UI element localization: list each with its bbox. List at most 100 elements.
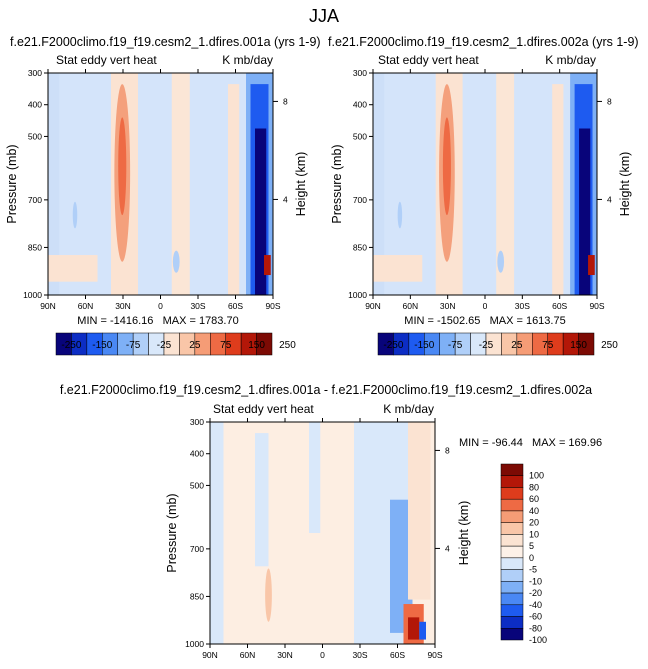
- y-tick-label: 850: [190, 591, 204, 601]
- field-warm-band-sh: [496, 73, 515, 295]
- colorbar-swatch: [500, 475, 524, 488]
- y-tick-label: 700: [28, 195, 42, 205]
- field-cool-mid: [255, 433, 269, 567]
- colorbar-label: 250: [279, 340, 296, 351]
- colorbar-label: -150: [92, 340, 112, 351]
- panel-3-stats: MIN = -96.44 MAX = 169.96: [459, 437, 602, 449]
- colorbar-label: 75: [220, 340, 232, 351]
- y2-tick-label: 8: [607, 96, 612, 106]
- panel-2-right-label: K mb/day: [545, 53, 596, 67]
- field-blue-dot-2: [72, 201, 78, 229]
- colorbar-label: -60: [529, 612, 542, 622]
- colorbar-label: -250: [383, 340, 403, 351]
- panel-1-stats: MIN = -1416.16 MAX = 1783.70: [77, 315, 238, 327]
- x-tick-label: 0: [483, 301, 488, 311]
- colorbar-label: -250: [61, 340, 81, 351]
- field-cold-3: [579, 128, 591, 295]
- colorbar-label: -5: [529, 565, 537, 575]
- panel-3-title: f.e21.F2000climo.f19_f19.cesm2_1.dfires.…: [60, 383, 592, 397]
- field-cool-sh-2: [390, 499, 413, 633]
- panel-3: f.e21.F2000climo.f19_f19.cesm2_1.dfires.…: [60, 383, 602, 660]
- field-band-left: [373, 73, 385, 295]
- colorbar-swatch: [500, 498, 524, 512]
- field-blue-dot-2: [397, 201, 403, 229]
- colorbar-label: 25: [511, 340, 523, 351]
- x-tick-label: 30N: [277, 650, 293, 660]
- y-tick-label: 700: [353, 195, 367, 205]
- colorbar-label: 150: [248, 340, 265, 351]
- panel-3-y2label: Height (km): [457, 501, 471, 566]
- colorbar-swatch: [500, 463, 524, 476]
- colorbar-swatch: [500, 569, 524, 582]
- panel-3-left-label: Stat eddy vert heat: [213, 402, 314, 416]
- y2-tick-label: 8: [445, 445, 450, 455]
- field-lower-warm: [48, 255, 98, 282]
- colorbar-1: -250 -150 -75 -25 25 75 150 250: [55, 332, 296, 356]
- panel-1-field: [48, 73, 273, 295]
- panel-3-ylabel: Pressure (mb): [165, 493, 179, 572]
- panel-2-stats: MIN = -1502.65 MAX = 1613.75: [404, 315, 565, 327]
- field-warm-inner-nh: [442, 117, 451, 216]
- x-tick-label: 60N: [78, 301, 94, 311]
- x-tick-label: 90N: [365, 301, 381, 311]
- panel-1-ylabel: Pressure (mb): [5, 144, 19, 223]
- y-tick-label: 400: [353, 100, 367, 110]
- x-tick-label: 60N: [240, 650, 256, 660]
- field-blue-dot: [497, 250, 505, 273]
- y-tick-label: 1000: [348, 290, 367, 300]
- colorbar-label: 5: [529, 541, 534, 551]
- colorbar-label: -10: [529, 576, 542, 586]
- x-tick-label: 30S: [515, 301, 530, 311]
- figure-title: JJA: [309, 6, 339, 26]
- field-band-left: [48, 73, 60, 295]
- y2-tick-label: 4: [283, 194, 288, 204]
- panel-1: f.e21.F2000climo.f19_f19.cesm2_1.dfires.…: [5, 35, 321, 327]
- colorbar-2: -250 -150 -75 -25 25 75 150 250: [377, 332, 618, 356]
- panel-1-title: f.e21.F2000climo.f19_f19.cesm2_1.dfires.…: [10, 35, 321, 49]
- colorbar-label: 100: [529, 471, 544, 481]
- colorbar-label: -20: [529, 588, 542, 598]
- x-tick-label: 60S: [228, 301, 243, 311]
- panel-3-right-label: K mb/day: [383, 402, 434, 416]
- colorbar-label: -25: [157, 340, 172, 351]
- field-warm-band-sh: [171, 73, 190, 295]
- panel-2-ticks: 90N 60N 30N 0 30S 60S 90S 300 400 500 700 850 1000 8 4: [348, 68, 612, 311]
- colorbar-swatch: [500, 581, 524, 594]
- field-lower-warm: [373, 255, 423, 282]
- field-warm-band-mid: [228, 84, 240, 295]
- colorbar-label: 25: [189, 340, 201, 351]
- colorbar-label: -80: [529, 623, 542, 633]
- field-cool-mid-2: [309, 422, 321, 533]
- x-tick-label: 30S: [352, 650, 367, 660]
- panel-1-y2label: Height (km): [294, 152, 308, 217]
- y-tick-label: 700: [190, 544, 204, 554]
- panel-1-right-label: K mb/day: [222, 53, 273, 67]
- field-warm-inner-nh: [118, 117, 127, 216]
- colorbar-swatch: [500, 534, 524, 547]
- x-tick-label: 90S: [265, 301, 280, 311]
- colorbar-swatch: [500, 592, 524, 606]
- x-tick-label: 60N: [403, 301, 419, 311]
- x-tick-label: 30N: [440, 301, 456, 311]
- panel-2-title: f.e21.F2000climo.f19_f19.cesm2_1.dfires.…: [328, 35, 639, 49]
- field-hot-core: [408, 617, 420, 640]
- colorbar-label: -75: [448, 340, 463, 351]
- y-tick-label: 400: [190, 449, 204, 459]
- x-tick-label: 60S: [390, 650, 405, 660]
- panel-2: f.e21.F2000climo.f19_f19.cesm2_1.dfires.…: [328, 35, 639, 327]
- panel-2-field: [373, 73, 597, 295]
- field-hot-surface: [264, 255, 271, 276]
- y-tick-label: 850: [28, 242, 42, 252]
- x-tick-label: 90S: [589, 301, 604, 311]
- x-tick-label: 90S: [427, 650, 442, 660]
- colorbar-swatch: [500, 487, 524, 500]
- y-tick-label: 500: [353, 131, 367, 141]
- colorbar-label: -25: [479, 340, 494, 351]
- field-warm-band-mid: [552, 84, 564, 295]
- colorbar-label: 20: [529, 518, 539, 528]
- colorbar-swatch: [500, 545, 524, 559]
- x-tick-label: 60S: [552, 301, 567, 311]
- field-cold-surface: [419, 621, 426, 640]
- field-cold-3: [255, 128, 267, 295]
- x-tick-label: 0: [320, 650, 325, 660]
